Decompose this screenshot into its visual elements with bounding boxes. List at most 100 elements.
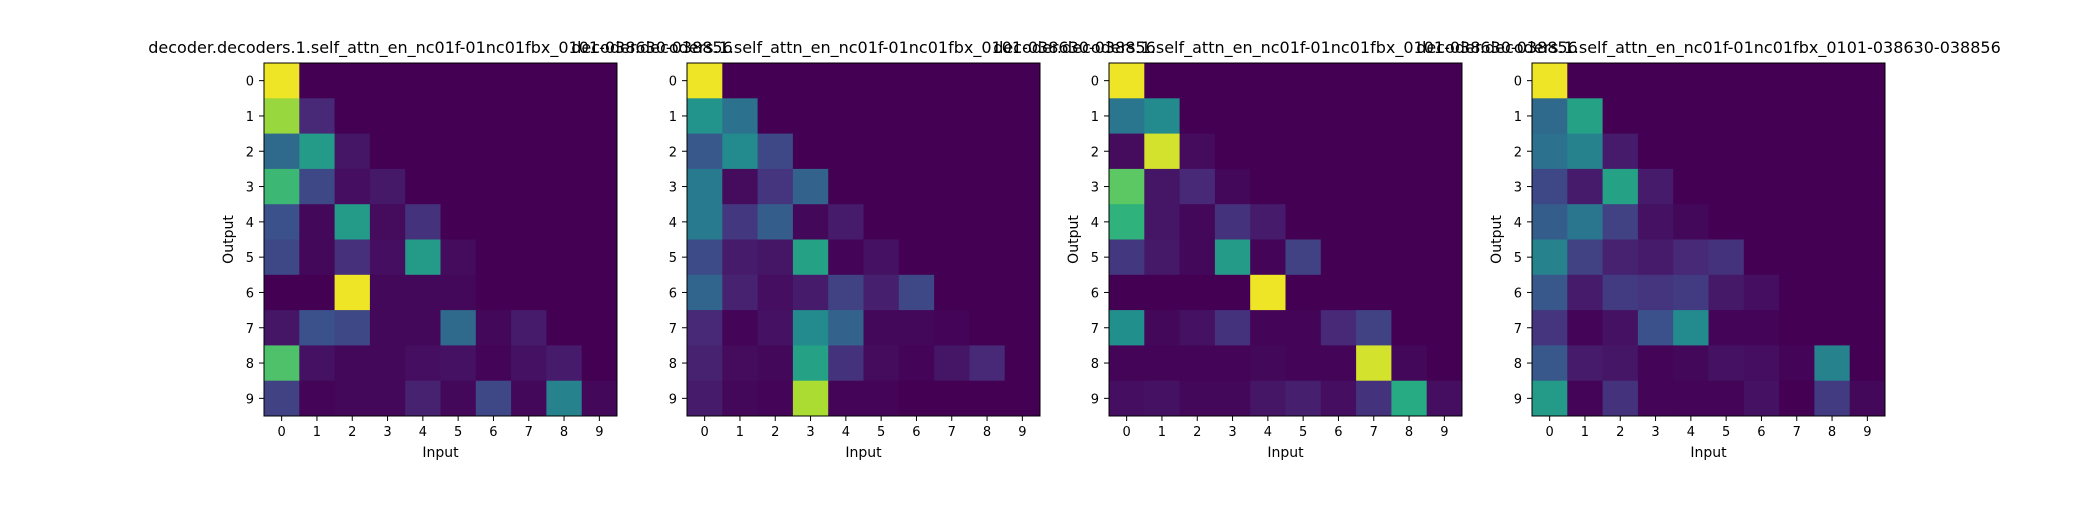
heatmap-cell: [1637, 345, 1674, 382]
heatmap-cell: [1743, 98, 1780, 134]
heatmap-cell: [1356, 274, 1392, 311]
heatmap-cell: [1250, 345, 1286, 382]
plot-frame: [686, 62, 1041, 417]
x-tick-label: 4: [419, 425, 427, 440]
heatmap-cell: [581, 98, 618, 134]
heatmap-cell: [546, 239, 583, 276]
heatmap-cell: [1004, 310, 1041, 346]
heatmap-cell: [1356, 168, 1392, 205]
heatmap-cell: [546, 204, 583, 240]
heatmap-cell: [828, 204, 864, 240]
y-tick-label: 3: [669, 181, 677, 196]
heatmap-cell: [405, 133, 441, 170]
heatmap-cell: [1426, 133, 1463, 170]
x-tick-label: 1: [1158, 425, 1166, 440]
heatmap-cell: [405, 98, 441, 134]
heatmap-cell: [828, 310, 864, 346]
heatmap-cell: [1849, 345, 1886, 382]
heatmap-cell: [1743, 345, 1780, 382]
heatmap-cell: [1602, 239, 1639, 276]
heatmap-cell: [405, 310, 441, 346]
heatmap-cell: [546, 345, 583, 382]
heatmap-cell: [1567, 133, 1603, 170]
heatmap-cell: [369, 98, 406, 134]
plot-frame: [1531, 62, 1886, 417]
heatmap-cell: [1179, 204, 1216, 240]
heatmap-cell: [757, 380, 794, 417]
heatmap-cell: [1426, 204, 1463, 240]
x-tick-label: 3: [806, 425, 814, 440]
heatmap-cell: [934, 239, 970, 276]
heatmap-cell: [969, 380, 1006, 417]
heatmap-cell: [863, 133, 900, 170]
heatmap-cell: [898, 63, 935, 99]
heatmap-cell: [405, 274, 441, 311]
heatmap-cell: [299, 133, 335, 170]
heatmap-cell: [934, 310, 970, 346]
heatmap-cell: [1109, 98, 1145, 134]
heatmap-cell: [1426, 274, 1463, 311]
heatmap-cell: [1214, 380, 1251, 417]
heatmap-cell: [1602, 168, 1639, 205]
y-tick-label: 2: [1514, 145, 1522, 160]
heatmap-cell: [1637, 274, 1674, 311]
heatmap-cell: [1391, 63, 1428, 99]
heatmap-cell: [264, 168, 300, 205]
heatmap-cell: [1673, 98, 1709, 134]
heatmap-cell: [1814, 98, 1851, 134]
heatmap-cell: [299, 274, 335, 311]
heatmap-cell: [264, 239, 300, 276]
heatmap-cell: [863, 98, 900, 134]
heatmap-cell: [1814, 239, 1851, 276]
heatmap-cell: [405, 345, 441, 382]
heatmap-panel-1: 0 1 2 3 4 5 6 7 8 9 0 1 2 3 4 5 6 7 8 9 Input Output decoder.d…: [148, 38, 733, 461]
heatmap-cell: [898, 345, 935, 382]
heatmap-cell: [792, 274, 829, 311]
heatmap-cell: [334, 98, 371, 134]
heatmap-panel-4: 0 1 2 3 4 5 6 7 8 9 0 1 2 3 4 5 6 7 8 9 Input Output decoder.d…: [1416, 38, 2001, 461]
y-tick-label: 0: [1091, 75, 1099, 90]
heatmap-cell: [1708, 345, 1745, 382]
heatmap-cell: [1637, 380, 1674, 417]
heatmap-cell: [1637, 204, 1674, 240]
heatmap-cell: [1391, 98, 1428, 134]
heatmap-cell: [1320, 239, 1357, 276]
heatmap-cell: [1532, 345, 1568, 382]
heatmap-cell: [1214, 204, 1251, 240]
heatmap-cell: [1532, 98, 1568, 134]
heatmap-cell: [440, 204, 477, 240]
y-tick-label: 5: [246, 251, 254, 266]
y-tick-label: 2: [669, 145, 677, 160]
heatmap-cell: [369, 345, 406, 382]
heatmap-cell: [722, 310, 758, 346]
heatmap-cell: [546, 133, 583, 170]
y-tick-label: 7: [1091, 322, 1099, 337]
heatmap-cell: [1391, 133, 1428, 170]
heatmap-cell: [1179, 380, 1216, 417]
heatmap-cell: [440, 98, 477, 134]
heatmap-cell: [475, 63, 512, 99]
heatmap-cell: [863, 63, 900, 99]
heatmap-cell: [863, 380, 900, 417]
heatmap-cell: [687, 204, 723, 240]
heatmap-cell: [1602, 345, 1639, 382]
heatmap-cell: [1779, 380, 1815, 417]
heatmap-panel-3: 0 1 2 3 4 5 6 7 8 9 0 1 2 3 4 5 6 7 8 9 Input Output decoder.d…: [993, 38, 1578, 461]
heatmap-cell: [969, 204, 1006, 240]
y-tick-label: 7: [1514, 322, 1522, 337]
panel-title: decoder.decoders.1.self_attn_en_nc01f-01…: [1416, 38, 2001, 58]
heatmap-cell: [1214, 63, 1251, 99]
heatmap-cell: [1673, 274, 1709, 311]
heatmap-cell: [264, 380, 300, 417]
heatmap-cell: [546, 310, 583, 346]
heatmap-cell: [369, 310, 406, 346]
heatmap-cell: [1743, 380, 1780, 417]
heatmap-cell: [440, 133, 477, 170]
heatmap-cell: [969, 98, 1006, 134]
heatmap-cell: [511, 274, 547, 311]
heatmap-cell: [1602, 310, 1639, 346]
heatmap-cell: [1109, 133, 1145, 170]
x-tick-label: 5: [877, 425, 885, 440]
heatmap-cell: [1356, 133, 1392, 170]
heatmap-cell: [1637, 98, 1674, 134]
